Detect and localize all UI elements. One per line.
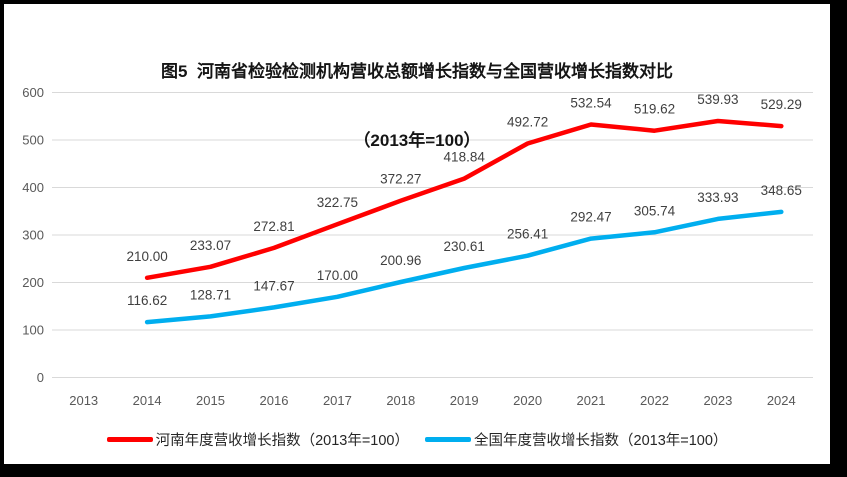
x-tick-label: 2021 — [577, 393, 606, 408]
legend-item-national[interactable]: 全国年度营收增长指数（2013年=100） — [425, 429, 727, 450]
data-label: 539.93 — [697, 92, 738, 107]
x-tick-label: 2017 — [323, 393, 352, 408]
data-label: 230.61 — [444, 239, 485, 254]
x-tick-label: 2013 — [69, 393, 98, 408]
data-label: 116.62 — [127, 293, 167, 308]
y-tick-label: 500 — [22, 133, 44, 148]
chart-title: 图5 河南省检验检测机构营收总额增长指数与全国营收增长指数对比 （2013年=1… — [4, 14, 830, 198]
henan-line-swatch — [106, 437, 153, 442]
legend-label-national: 全国年度营收增长指数（2013年=100） — [474, 433, 728, 449]
y-tick-label: 600 — [22, 85, 44, 100]
series-line[interactable] — [144, 209, 784, 325]
data-label: 128.71 — [190, 287, 231, 302]
chart-title-line2: （2013年=100） — [353, 131, 481, 150]
x-tick-label: 2018 — [386, 393, 415, 408]
data-label: 170.00 — [317, 268, 358, 283]
data-label: 233.07 — [190, 238, 231, 253]
data-label: 529.29 — [761, 97, 802, 112]
x-tick-label: 2015 — [196, 393, 225, 408]
chart-title-line1: 图5 河南省检验检测机构营收总额增长指数与全国营收增长指数对比 — [161, 62, 673, 81]
data-label: 333.93 — [697, 190, 738, 205]
x-tick-label: 2022 — [640, 393, 669, 408]
legend-item-henan[interactable]: 河南年度营收增长指数（2013年=100） — [106, 429, 409, 450]
data-label: 200.96 — [380, 253, 421, 268]
chart-canvas: 0 100 200 300 400 500 600 2013 2014 2015 2016 2017 2… — [22, 85, 813, 408]
data-label: 348.65 — [761, 183, 802, 198]
data-label: 292.47 — [570, 210, 611, 225]
x-tick-label: 2014 — [133, 393, 162, 408]
y-tick-label: 400 — [22, 180, 44, 195]
legend-label-henan: 河南年度营收增长指数（2013年=100） — [155, 433, 409, 449]
national-line-swatch — [425, 437, 471, 442]
data-label: 519.62 — [634, 102, 675, 117]
data-label: 147.67 — [253, 278, 294, 293]
x-tick-label: 2020 — [513, 393, 542, 408]
x-tick-label: 2024 — [767, 393, 796, 408]
x-tick-label: 2016 — [260, 393, 289, 408]
x-tick-label: 2023 — [703, 393, 732, 408]
x-tick-label: 2019 — [450, 393, 479, 408]
legend: 河南年度营收增长指数（2013年=100） 全国年度营收增长指数（2013年=1… — [4, 429, 830, 450]
series-line[interactable] — [144, 118, 784, 281]
y-tick-label: 0 — [37, 370, 44, 385]
y-tick-label: 300 — [22, 228, 44, 243]
data-label: 372.27 — [380, 172, 421, 187]
data-label: 305.74 — [634, 203, 676, 218]
data-label: 532.54 — [570, 96, 612, 111]
data-label: 322.75 — [317, 195, 358, 210]
data-label: 272.81 — [253, 219, 294, 234]
y-tick-label: 100 — [22, 323, 44, 338]
y-tick-label: 200 — [22, 275, 44, 290]
data-label: 256.41 — [507, 227, 548, 242]
data-label: 210.00 — [126, 249, 167, 264]
data-label: 418.84 — [444, 150, 486, 165]
data-label: 492.72 — [507, 115, 548, 130]
